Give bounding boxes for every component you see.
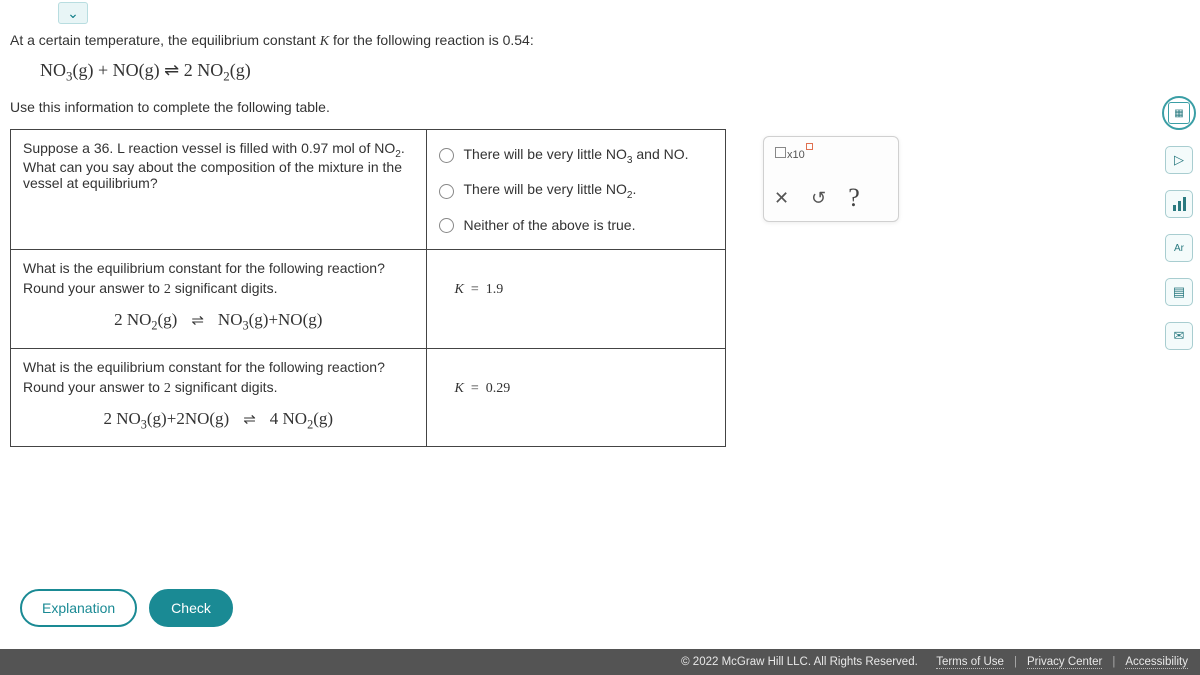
- row3-question: What is the equilibrium constant for the…: [11, 348, 427, 446]
- row2-k-value: 1.9: [486, 282, 504, 297]
- message-button[interactable]: ✉: [1165, 322, 1193, 350]
- chevron-down-icon: ⌄: [67, 5, 79, 22]
- accessibility-link[interactable]: Accessibility: [1125, 656, 1188, 669]
- row3-answer: K = 0.29: [426, 348, 726, 446]
- reference-button[interactable]: ▤: [1165, 278, 1193, 306]
- help-button[interactable]: ?: [848, 183, 860, 213]
- instruction: Use this information to complete the fol…: [10, 99, 1190, 115]
- tool-sidebar: ▦ ▷ Ar ▤ ✉: [1162, 96, 1196, 350]
- copyright: © 2022 McGraw Hill LLC. All Rights Reser…: [681, 656, 918, 668]
- sci-notation-button[interactable]: x10: [774, 146, 813, 160]
- radio-icon: [439, 218, 454, 233]
- k-value: 0.54: [503, 32, 530, 48]
- intro-part-a: At a certain temperature, the equilibriu…: [10, 32, 320, 48]
- row3-equation: 2 NO3(g)+2NO(g)⇌4 NO2(g): [23, 409, 414, 432]
- intro-part-b: for the following reaction is: [329, 32, 503, 48]
- row2-answer: K = 1.9: [426, 250, 726, 348]
- undo-button[interactable]: ↺: [811, 188, 826, 209]
- mail-icon: ✉: [1174, 328, 1185, 344]
- row2-equation: 2 NO2(g)⇌NO3(g)+NO(g): [23, 310, 414, 333]
- option-1[interactable]: There will be very little NO3 and NO.: [439, 146, 714, 166]
- periodic-button[interactable]: Ar: [1165, 234, 1193, 262]
- stats-button[interactable]: [1165, 190, 1193, 218]
- radio-icon: [439, 148, 454, 163]
- radio-icon: [439, 184, 454, 199]
- explanation-button[interactable]: Explanation: [20, 589, 137, 627]
- row1-question: Suppose a 36. L reaction vessel is fille…: [11, 129, 427, 250]
- terms-link[interactable]: Terms of Use: [936, 656, 1004, 669]
- close-button[interactable]: ✕: [774, 188, 789, 209]
- action-buttons: Explanation Check: [20, 589, 233, 627]
- check-button[interactable]: Check: [149, 589, 233, 627]
- row1-answers: There will be very little NO3 and NO. Th…: [426, 129, 726, 250]
- footer: © 2022 McGraw Hill LLC. All Rights Reser…: [0, 649, 1200, 675]
- bars-icon: [1173, 197, 1186, 211]
- option-2[interactable]: There will be very little NO2.: [439, 181, 714, 201]
- input-keypad: x10 ✕ ↺ ?: [763, 136, 899, 222]
- book-icon: ▤: [1173, 284, 1185, 300]
- calculator-button[interactable]: ▦: [1162, 96, 1196, 130]
- calculator-icon: ▦: [1168, 102, 1190, 124]
- row3-k-value: 0.29: [486, 381, 511, 396]
- play-icon: ▷: [1174, 152, 1184, 168]
- main-equation: NO3(g) + NO(g) ⇌ 2 NO2(g): [40, 60, 1190, 85]
- intro-text: At a certain temperature, the equilibriu…: [10, 32, 1190, 50]
- collapse-toggle[interactable]: ⌄: [58, 2, 88, 24]
- row2-question: What is the equilibrium constant for the…: [11, 250, 427, 348]
- option-3[interactable]: Neither of the above is true.: [439, 217, 714, 233]
- play-button[interactable]: ▷: [1165, 146, 1193, 174]
- question-content: At a certain temperature, the equilibriu…: [0, 0, 1200, 447]
- question-table: Suppose a 36. L reaction vessel is fille…: [10, 129, 726, 447]
- ar-icon: Ar: [1174, 243, 1184, 254]
- privacy-link[interactable]: Privacy Center: [1027, 656, 1102, 669]
